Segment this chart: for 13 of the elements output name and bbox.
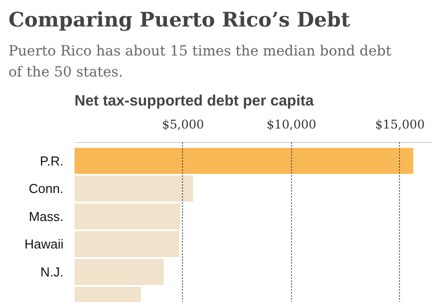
- x-tick-label: $15,000: [375, 118, 425, 132]
- y-tick-label: P.R.: [40, 153, 64, 168]
- y-tick-label: Hawaii: [24, 236, 64, 252]
- x-tick-label: $5,000: [162, 118, 204, 132]
- chart-title: Comparing Puerto Rico’s Debt: [8, 8, 351, 32]
- chart-subtitle: Puerto Rico has about 15 times the median bond debt of the 50 states.: [8, 44, 392, 80]
- bar: [74, 176, 194, 202]
- bar: [74, 148, 414, 174]
- y-tick-label: N.J.: [40, 264, 64, 280]
- y-tick-label: Conn.: [28, 181, 64, 196]
- y-tick-label: Mass.: [28, 208, 64, 224]
- x-axis-title: Net tax-supported debt per capita: [74, 92, 314, 110]
- x-tick-label: $10,000: [266, 118, 316, 132]
